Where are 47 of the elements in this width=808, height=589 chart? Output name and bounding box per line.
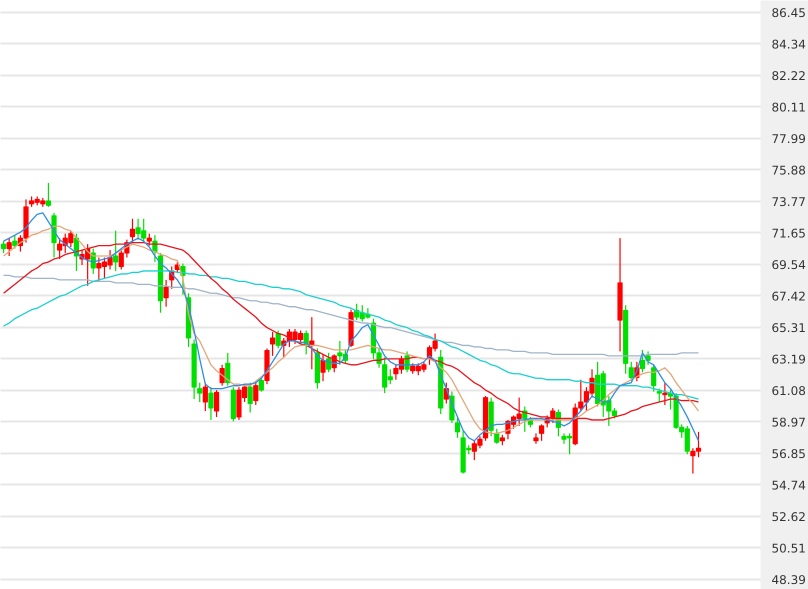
y-tick-label: 50.51 (772, 541, 806, 556)
candlestick (113, 230, 118, 272)
candlestick (164, 279, 169, 308)
candlestick (202, 382, 208, 412)
candlestick (651, 364, 656, 392)
y-tick-label: 80.11 (772, 100, 806, 114)
candlestick (197, 382, 202, 403)
y-tick-label: 77.99 (772, 132, 806, 146)
y-tick-label: 82.22 (772, 68, 806, 83)
candlestick (533, 432, 539, 444)
candlestick (320, 354, 326, 382)
y-tick-label: 65.31 (772, 320, 806, 335)
y-tick-label: 84.34 (772, 37, 806, 52)
candlestick (225, 352, 230, 386)
candlestick (662, 382, 668, 406)
candlestick (12, 234, 18, 250)
candlestick (208, 386, 214, 421)
candlestick (270, 331, 276, 356)
candlestick (500, 434, 505, 446)
candlestick (253, 382, 258, 406)
candlestick (656, 388, 662, 403)
candlestick (538, 424, 544, 442)
candlestick (628, 361, 634, 382)
y-tick-label: 48.39 (772, 573, 806, 588)
y-tick-label: 71.65 (772, 226, 806, 240)
y-tick-label: 63.19 (772, 352, 806, 366)
candlestick (6, 238, 12, 257)
y-tick-label: 73.77 (772, 194, 806, 209)
candlestick (214, 390, 220, 418)
y-tick-label: 75.88 (772, 163, 806, 178)
candlestick (46, 182, 52, 208)
candlestick (146, 233, 152, 246)
candlestick (494, 428, 500, 444)
candlestick (130, 218, 136, 244)
y-tick-label: 69.54 (772, 258, 806, 272)
y-tick-label: 58.97 (772, 415, 806, 430)
candlestick (248, 382, 253, 414)
y-tick-label: 56.85 (772, 446, 806, 461)
candlestick (258, 376, 264, 392)
y-tick-label: 52.62 (772, 510, 806, 524)
y-tick-label: 67.42 (772, 289, 806, 304)
candlestick (276, 330, 281, 350)
candlestick (454, 416, 460, 438)
candlestick (0, 240, 6, 254)
y-tick-label: 61.08 (772, 384, 806, 398)
y-tick-label: 86.45 (772, 6, 806, 20)
y-tick-label: 54.74 (772, 478, 806, 492)
